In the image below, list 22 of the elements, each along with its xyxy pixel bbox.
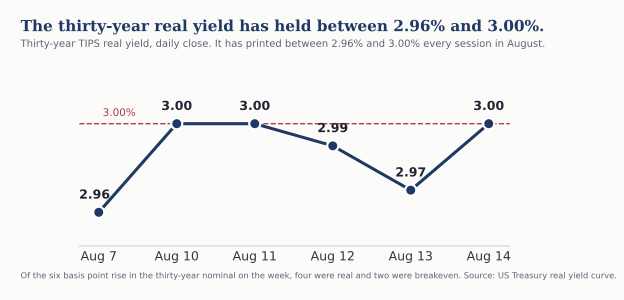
data-label: 3.00 <box>474 100 504 110</box>
point <box>404 184 418 197</box>
data-label: 3.00 <box>240 100 270 110</box>
data-label: 2.99 <box>318 122 348 132</box>
data-label: 2.96 <box>80 189 110 199</box>
point <box>170 117 184 130</box>
x-tick-label: Aug 7 <box>80 251 116 263</box>
data-label: 3.00 <box>162 100 192 110</box>
x-tick-label: Aug 14 <box>466 251 510 263</box>
data-label: 2.97 <box>396 167 426 177</box>
point <box>326 139 340 152</box>
text: Of the six basis point rise in the thirty-year nominal on the week, four were real and two were breakeven. Source: US Treasury real yield curve. <box>21 272 616 280</box>
chart-title: The thirty-year real yield has held between 2.96% and 3.00%. <box>20 20 544 34</box>
point <box>92 206 106 219</box>
x-tick-label: Aug 10 <box>154 251 198 263</box>
x-tick-label: Aug 13 <box>388 251 432 263</box>
point <box>248 117 262 130</box>
ref-line-label: 3.00% <box>103 108 136 116</box>
chart-subtitle: Thirty-year TIPS real yield, daily close. It has printed between 2.96% and 3.00% every session in August. <box>20 39 544 49</box>
x-tick-label: Aug 11 <box>232 251 276 263</box>
x-tick-label: Aug 12 <box>310 251 354 263</box>
point <box>482 117 496 130</box>
